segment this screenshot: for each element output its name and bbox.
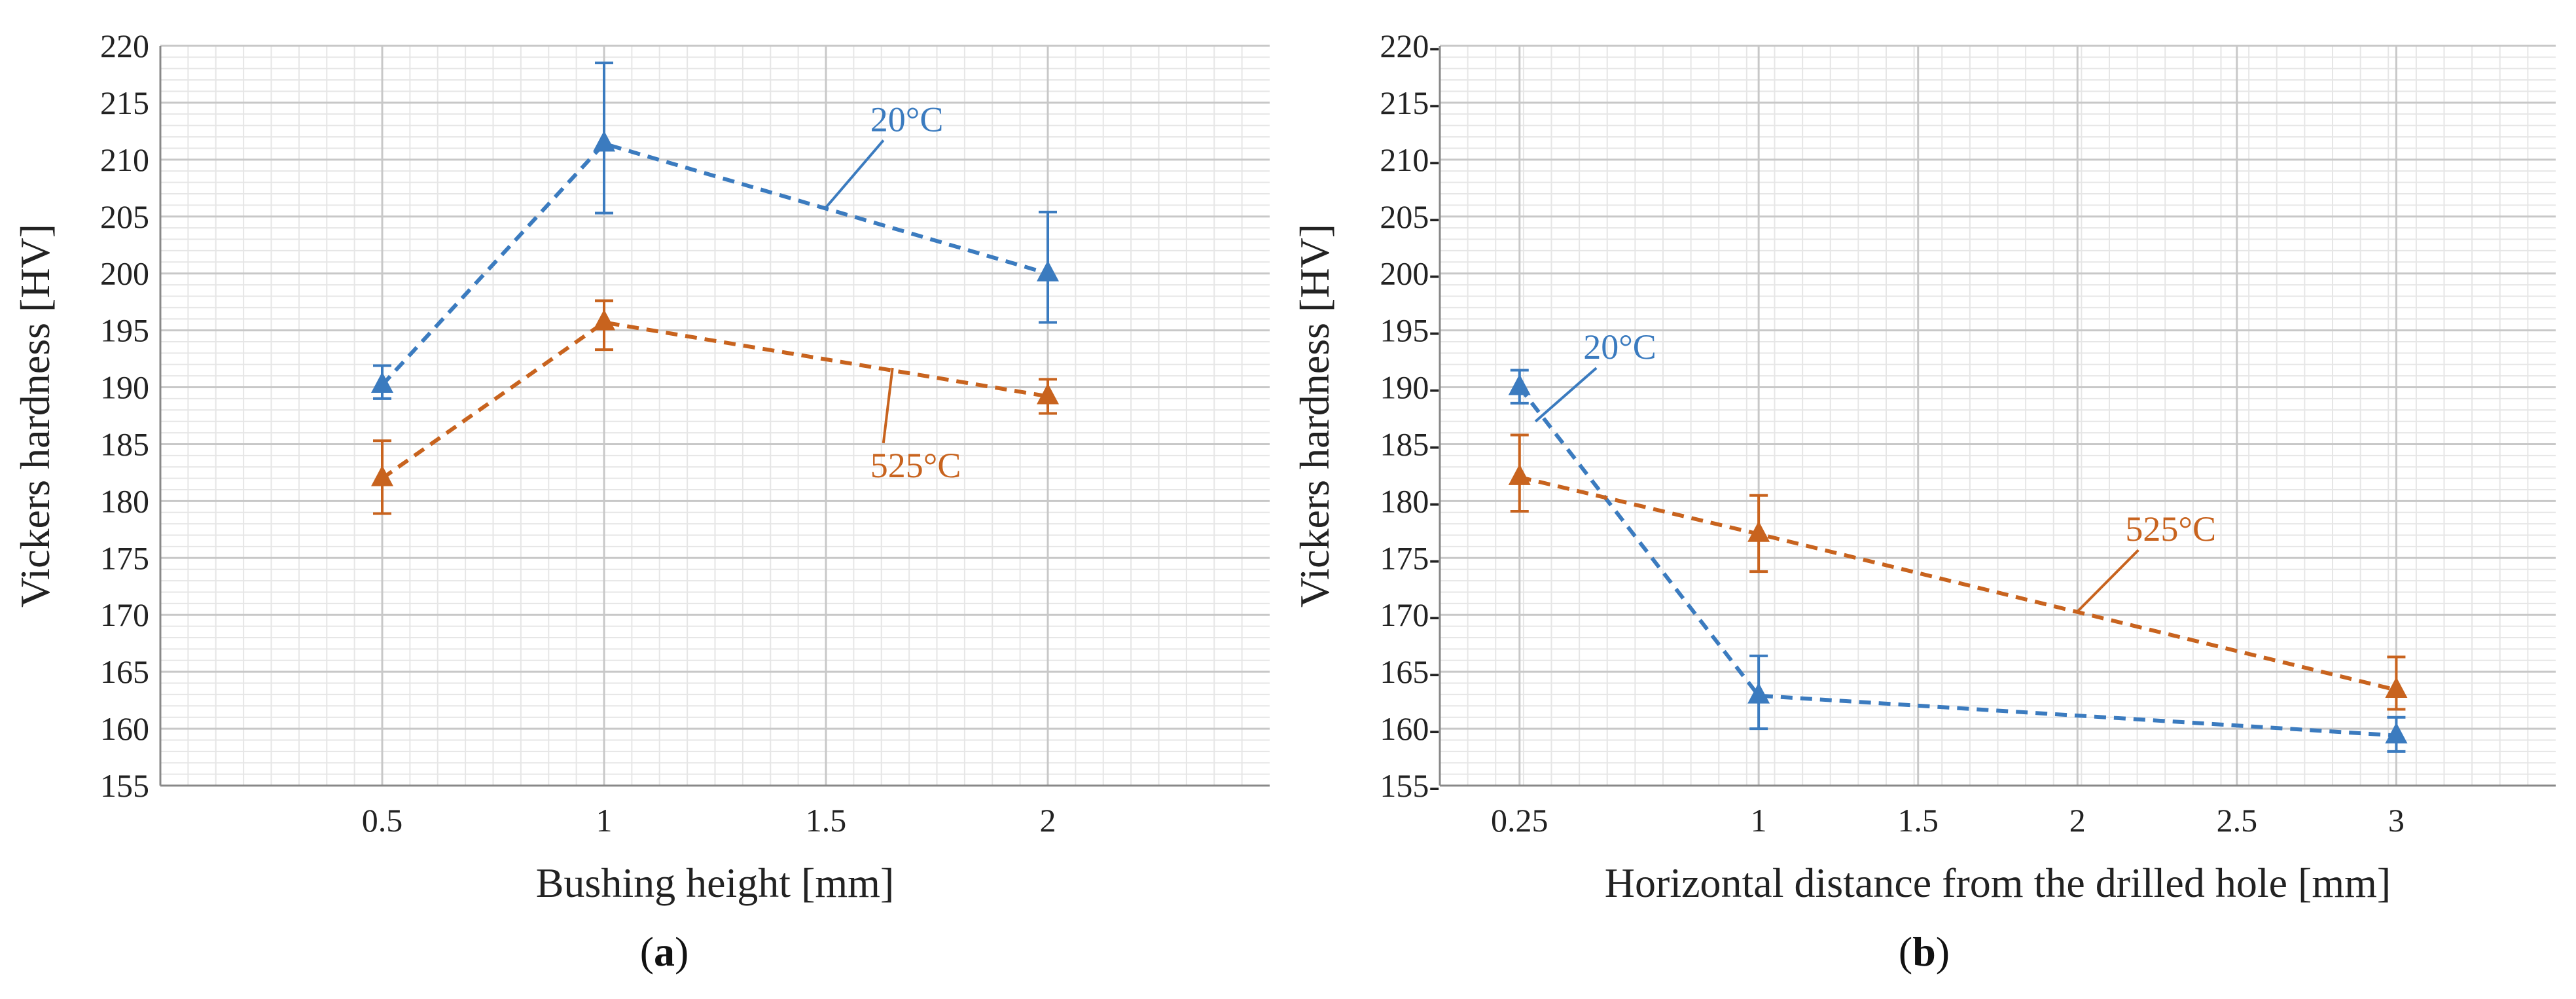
y-tick-label: 210- (1380, 141, 1440, 178)
series-line (1518, 386, 2397, 738)
series-orange: 525°C (371, 299, 1059, 515)
y-tick-label: 160 (100, 710, 149, 747)
series-label: 525°C (870, 446, 961, 485)
panel-label-letter: a (654, 928, 675, 975)
series-pointer (2076, 549, 2139, 613)
y-tick-label: 175- (1380, 539, 1440, 576)
x-tick-label: 3 (2388, 802, 2405, 839)
grid (1440, 45, 2556, 787)
y-tick-label: 200- (1380, 255, 1440, 292)
y-tick-label: 195- (1380, 312, 1440, 349)
series-line (380, 141, 1048, 387)
y-tick-label: 165- (1380, 653, 1440, 690)
series-line (381, 320, 1048, 481)
data-point-triangle (1037, 260, 1059, 282)
data-point-triangle (1747, 520, 1770, 542)
panel-label-close: ) (1936, 928, 1950, 975)
data-point-triangle (371, 372, 393, 393)
y-tick-label: 210 (100, 141, 149, 178)
y-tick-label: 195 (100, 312, 149, 349)
y-tick-label: 175 (100, 539, 149, 576)
x-axis-title: Bushing height [mm] (536, 860, 895, 906)
series-label: 20°C (1583, 327, 1656, 367)
y-tick-label: 220- (1380, 27, 1440, 64)
panel-a: 1551601651701751801851901952002052102152… (12, 27, 1270, 975)
y-tick-label: 185 (100, 426, 149, 462)
y-tick-label: 190- (1380, 369, 1440, 406)
data-point-triangle (1508, 463, 1531, 485)
y-tick-label: 180 (100, 482, 149, 519)
y-tick-label: 160- (1380, 710, 1440, 747)
x-tick-label: 1 (596, 802, 613, 839)
y-tick-label: 155- (1380, 767, 1440, 804)
x-axis-title: Horizontal distance from the drilled hol… (1605, 860, 2391, 906)
y-tick-label: 165 (100, 653, 149, 690)
series-pointer (825, 139, 885, 209)
series-blue: 20°C (371, 62, 1059, 400)
y-tick-label: 185- (1380, 426, 1440, 462)
series-line (1519, 475, 2397, 692)
x-tick-label: 0.25 (1491, 802, 1548, 839)
x-tick-label: 1.5 (1897, 802, 1939, 839)
y-tick-label: 220 (100, 27, 149, 64)
panel-label-close: ) (675, 928, 689, 975)
y-tick-label: 170 (100, 596, 149, 633)
series-orange: 525°C (1508, 433, 2408, 711)
data-point-triangle (371, 465, 393, 486)
x-tick-label: 2 (1040, 802, 1056, 839)
y-tick-label: 190 (100, 369, 149, 406)
data-point-triangle (1747, 682, 1770, 704)
y-axis-title: Vickers hardness [HV] (1291, 224, 1338, 608)
series-pointer (882, 367, 894, 444)
y-tick-label: 205- (1380, 198, 1440, 235)
series-label: 20°C (870, 100, 944, 139)
x-tick-label: 2 (2069, 802, 2086, 839)
x-tick-label: 1 (1751, 802, 1767, 839)
y-tick-label: 215- (1380, 84, 1440, 121)
data-point-triangle (1508, 374, 1531, 395)
data-point-triangle (1037, 383, 1059, 405)
panel-label-letter: b (1912, 928, 1936, 975)
panel-label-open: ( (1899, 928, 1912, 975)
y-tick-label: 215 (100, 84, 149, 121)
y-tick-label: 200 (100, 255, 149, 292)
y-tick-label: 170- (1380, 596, 1440, 633)
y-tick-label: 205 (100, 198, 149, 235)
data-point-triangle (593, 130, 615, 152)
series-blue: 20°C (1508, 327, 2408, 753)
series-pointer (1534, 367, 1598, 423)
data-point-triangle (2385, 722, 2408, 744)
x-tick-label: 2.5 (2217, 802, 2258, 839)
series-label: 525°C (2125, 509, 2216, 549)
panel-label: (a) (640, 928, 689, 975)
y-axis-title: Vickers hardness [HV] (12, 224, 58, 608)
x-tick-label: 0.5 (362, 802, 403, 839)
x-tick-label: 1.5 (806, 802, 847, 839)
panel-label-open: ( (640, 928, 654, 975)
panel-b: 155- 160- 165- 170- 175- 180- 185- 190- 195- 200-… (1291, 27, 2556, 975)
data-point-triangle (593, 309, 615, 331)
data-point-triangle (2385, 676, 2408, 698)
y-tick-label: 155 (100, 767, 149, 804)
y-tick-label: 180- (1380, 482, 1440, 519)
grid (160, 45, 1270, 787)
panel-label: (b) (1899, 928, 1950, 975)
